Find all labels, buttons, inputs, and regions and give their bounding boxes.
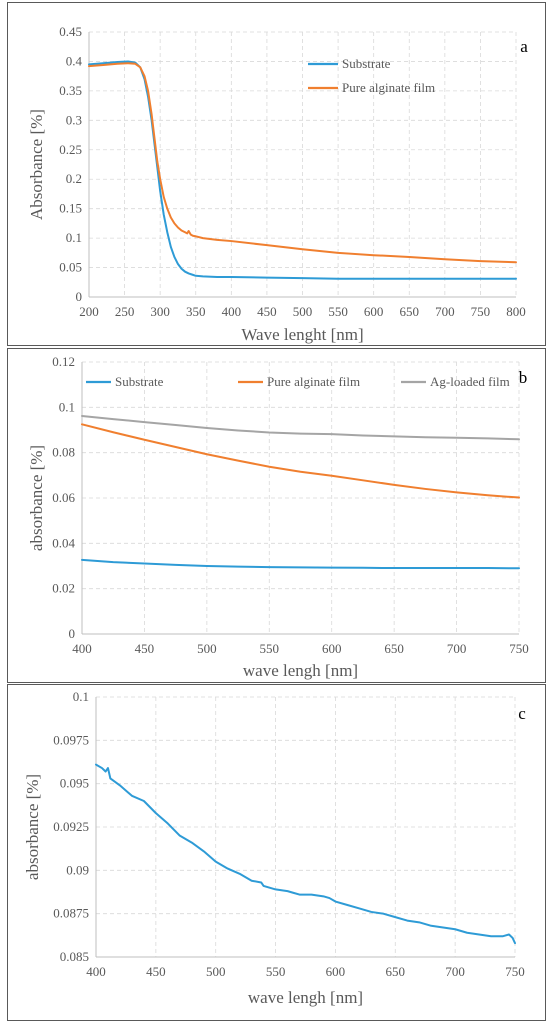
y-tick-label: 0.1	[73, 689, 89, 704]
y-tick-label: 0.35	[59, 83, 82, 98]
panel-a-legend: Substrate Pure alginate film	[308, 56, 435, 95]
panel-c-x-axis-title: wave lengh [nm]	[248, 988, 363, 1007]
panel-a-frame	[7, 2, 546, 346]
y-tick-label: 0.085	[60, 949, 89, 964]
y-tick-label: 0.09	[66, 862, 89, 877]
legend-label: Substrate	[342, 56, 391, 71]
y-tick-label: 0	[69, 626, 76, 641]
panel-c-grid	[96, 696, 516, 957]
y-tick-label: 0.095	[60, 776, 89, 791]
legend-label: Ag-loaded film	[430, 374, 510, 389]
y-tick-label: 0.45	[59, 24, 82, 39]
x-tick-label: 450	[146, 964, 166, 979]
x-tick-label: 600	[322, 641, 342, 656]
legend-label: Pure alginate film	[342, 80, 435, 95]
y-tick-label: 0.1	[59, 399, 75, 414]
series-line-pure-alginate-film	[88, 62, 517, 264]
y-tick-label: 0.2	[66, 171, 82, 186]
y-tick-label: 0.15	[59, 201, 82, 216]
x-tick-label: 350	[186, 304, 206, 319]
x-tick-label: 800	[506, 304, 526, 319]
y-tick-label: 0.12	[52, 354, 75, 369]
x-tick-label: 450	[135, 641, 155, 656]
x-tick-label: 300	[150, 304, 170, 319]
x-tick-label: 600	[326, 964, 346, 979]
x-tick-label: 750	[471, 304, 491, 319]
x-tick-label: 700	[435, 304, 455, 319]
series-line	[95, 763, 516, 945]
panel-b-y-axis-title: absorbance [%]	[27, 445, 46, 551]
x-tick-label: 400	[72, 641, 92, 656]
x-tick-label: 600	[364, 304, 384, 319]
y-tick-label: 0.05	[59, 260, 82, 275]
x-tick-label: 650	[400, 304, 420, 319]
x-tick-label: 700	[447, 641, 467, 656]
y-tick-label: 0.0875	[53, 906, 89, 921]
panel-b-x-axis-title: wave lengh [nm]	[243, 661, 358, 680]
y-tick-label: 0.04	[52, 535, 75, 550]
y-tick-label: 0	[76, 289, 83, 304]
x-tick-label: 550	[328, 304, 348, 319]
y-tick-label: 0.0975	[53, 732, 89, 747]
panel-a-x-axis-title: Wave lenght [nm]	[241, 325, 363, 344]
x-tick-label: 500	[197, 641, 217, 656]
panel-c: 0.085 0.0875 0.09 0.0925 0.095 0.0975 0.1 400 45…	[7, 684, 546, 1021]
panel-a-tag: a	[520, 37, 528, 56]
x-tick-label: 400	[86, 964, 106, 979]
x-tick-label: 500	[206, 964, 226, 979]
x-tick-label: 200	[79, 304, 99, 319]
panel-a: 0 0.05 0.1 0.15 0.2 0.25 0.3 0.35 0.4 0.45 200 250 3…	[7, 2, 546, 346]
series-line-pure-alginate-film	[81, 423, 520, 499]
legend-label: Substrate	[115, 374, 164, 389]
x-tick-label: 400	[222, 304, 242, 319]
panel-b: 0 0.02 0.04 0.06 0.08 0.1 0.12 400 450 500 550 600 6…	[7, 348, 546, 683]
panel-c-y-axis-title: absorbance [%]	[23, 774, 42, 880]
panel-a-grid	[89, 31, 517, 297]
x-tick-label: 650	[386, 964, 406, 979]
y-tick-label: 0.06	[52, 490, 75, 505]
x-tick-label: 550	[266, 964, 286, 979]
y-tick-label: 0.1	[66, 230, 82, 245]
y-tick-label: 0.02	[52, 581, 75, 596]
y-tick-label: 0.3	[66, 112, 82, 127]
panel-b-legend: Substrate Pure alginate film Ag-loaded fil…	[86, 374, 510, 389]
x-tick-label: 450	[257, 304, 277, 319]
panel-b-grid	[82, 361, 520, 634]
x-tick-label: 650	[384, 641, 404, 656]
x-tick-label: 500	[293, 304, 313, 319]
x-tick-label: 700	[445, 964, 465, 979]
panel-b-frame	[7, 348, 546, 683]
legend-label: Pure alginate film	[267, 374, 360, 389]
x-tick-label: 750	[509, 641, 529, 656]
y-tick-label: 0.0925	[53, 819, 89, 834]
series-line-substrate	[81, 558, 520, 570]
panel-a-y-axis-title: Absorbance [%]	[27, 109, 46, 220]
panel-b-tag: b	[519, 368, 528, 387]
series-line-ag-loaded-film	[81, 414, 520, 441]
x-tick-label: 250	[115, 304, 135, 319]
y-tick-label: 0.4	[66, 53, 83, 68]
x-tick-label: 750	[505, 964, 525, 979]
panel-c-tag: c	[518, 704, 526, 723]
x-tick-label: 550	[260, 641, 280, 656]
y-tick-label: 0.25	[59, 142, 82, 157]
y-tick-label: 0.08	[52, 445, 75, 460]
